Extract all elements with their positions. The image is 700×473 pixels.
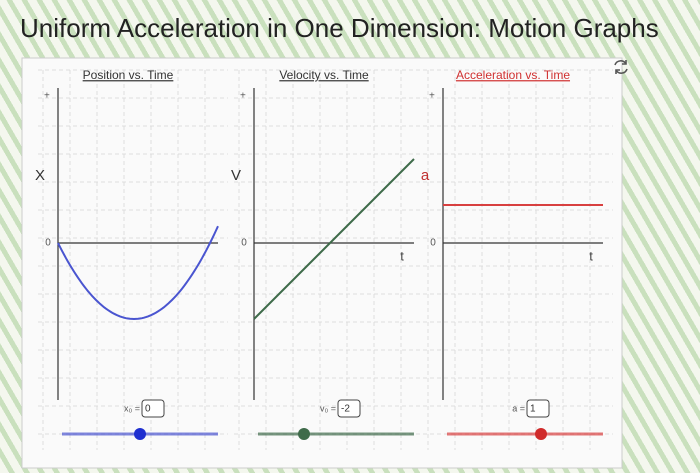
param-input-box[interactable]	[337, 399, 361, 418]
graph-heading: Acceleration vs. Time	[456, 68, 570, 82]
origin-label: 0	[45, 238, 51, 249]
y-axis-label: V	[231, 167, 241, 184]
param-label: v₀ =	[320, 403, 336, 413]
y-axis-label: a	[421, 167, 430, 184]
slider-knob[interactable]	[535, 428, 547, 440]
origin-label: 0	[430, 238, 436, 249]
plus-sign: +	[240, 91, 246, 102]
param-input-value: 0	[145, 404, 151, 415]
t-label: t	[589, 248, 593, 263]
plus-sign: +	[44, 91, 50, 102]
graph-heading: Velocity vs. Time	[279, 68, 369, 82]
reset-button[interactable]	[614, 60, 628, 74]
y-axis-label: X	[35, 167, 45, 184]
param-label: x₀ =	[124, 403, 140, 413]
plus-sign: +	[429, 91, 435, 102]
param-input-value: -2	[341, 404, 350, 415]
param-input-box[interactable]	[526, 399, 550, 418]
param-label: a =	[512, 403, 525, 413]
slider-knob[interactable]	[298, 428, 310, 440]
page-title: Uniform Acceleration in One Dimension: M…	[20, 13, 659, 43]
motion-curve	[253, 158, 415, 320]
param-input-box[interactable]	[141, 399, 165, 418]
origin-label: 0	[241, 238, 247, 249]
t-label: t	[400, 248, 404, 263]
param-input-value: 1	[530, 404, 536, 415]
motion-curve	[57, 225, 219, 321]
graph-heading: Position vs. Time	[83, 68, 174, 82]
slider-knob[interactable]	[134, 428, 146, 440]
